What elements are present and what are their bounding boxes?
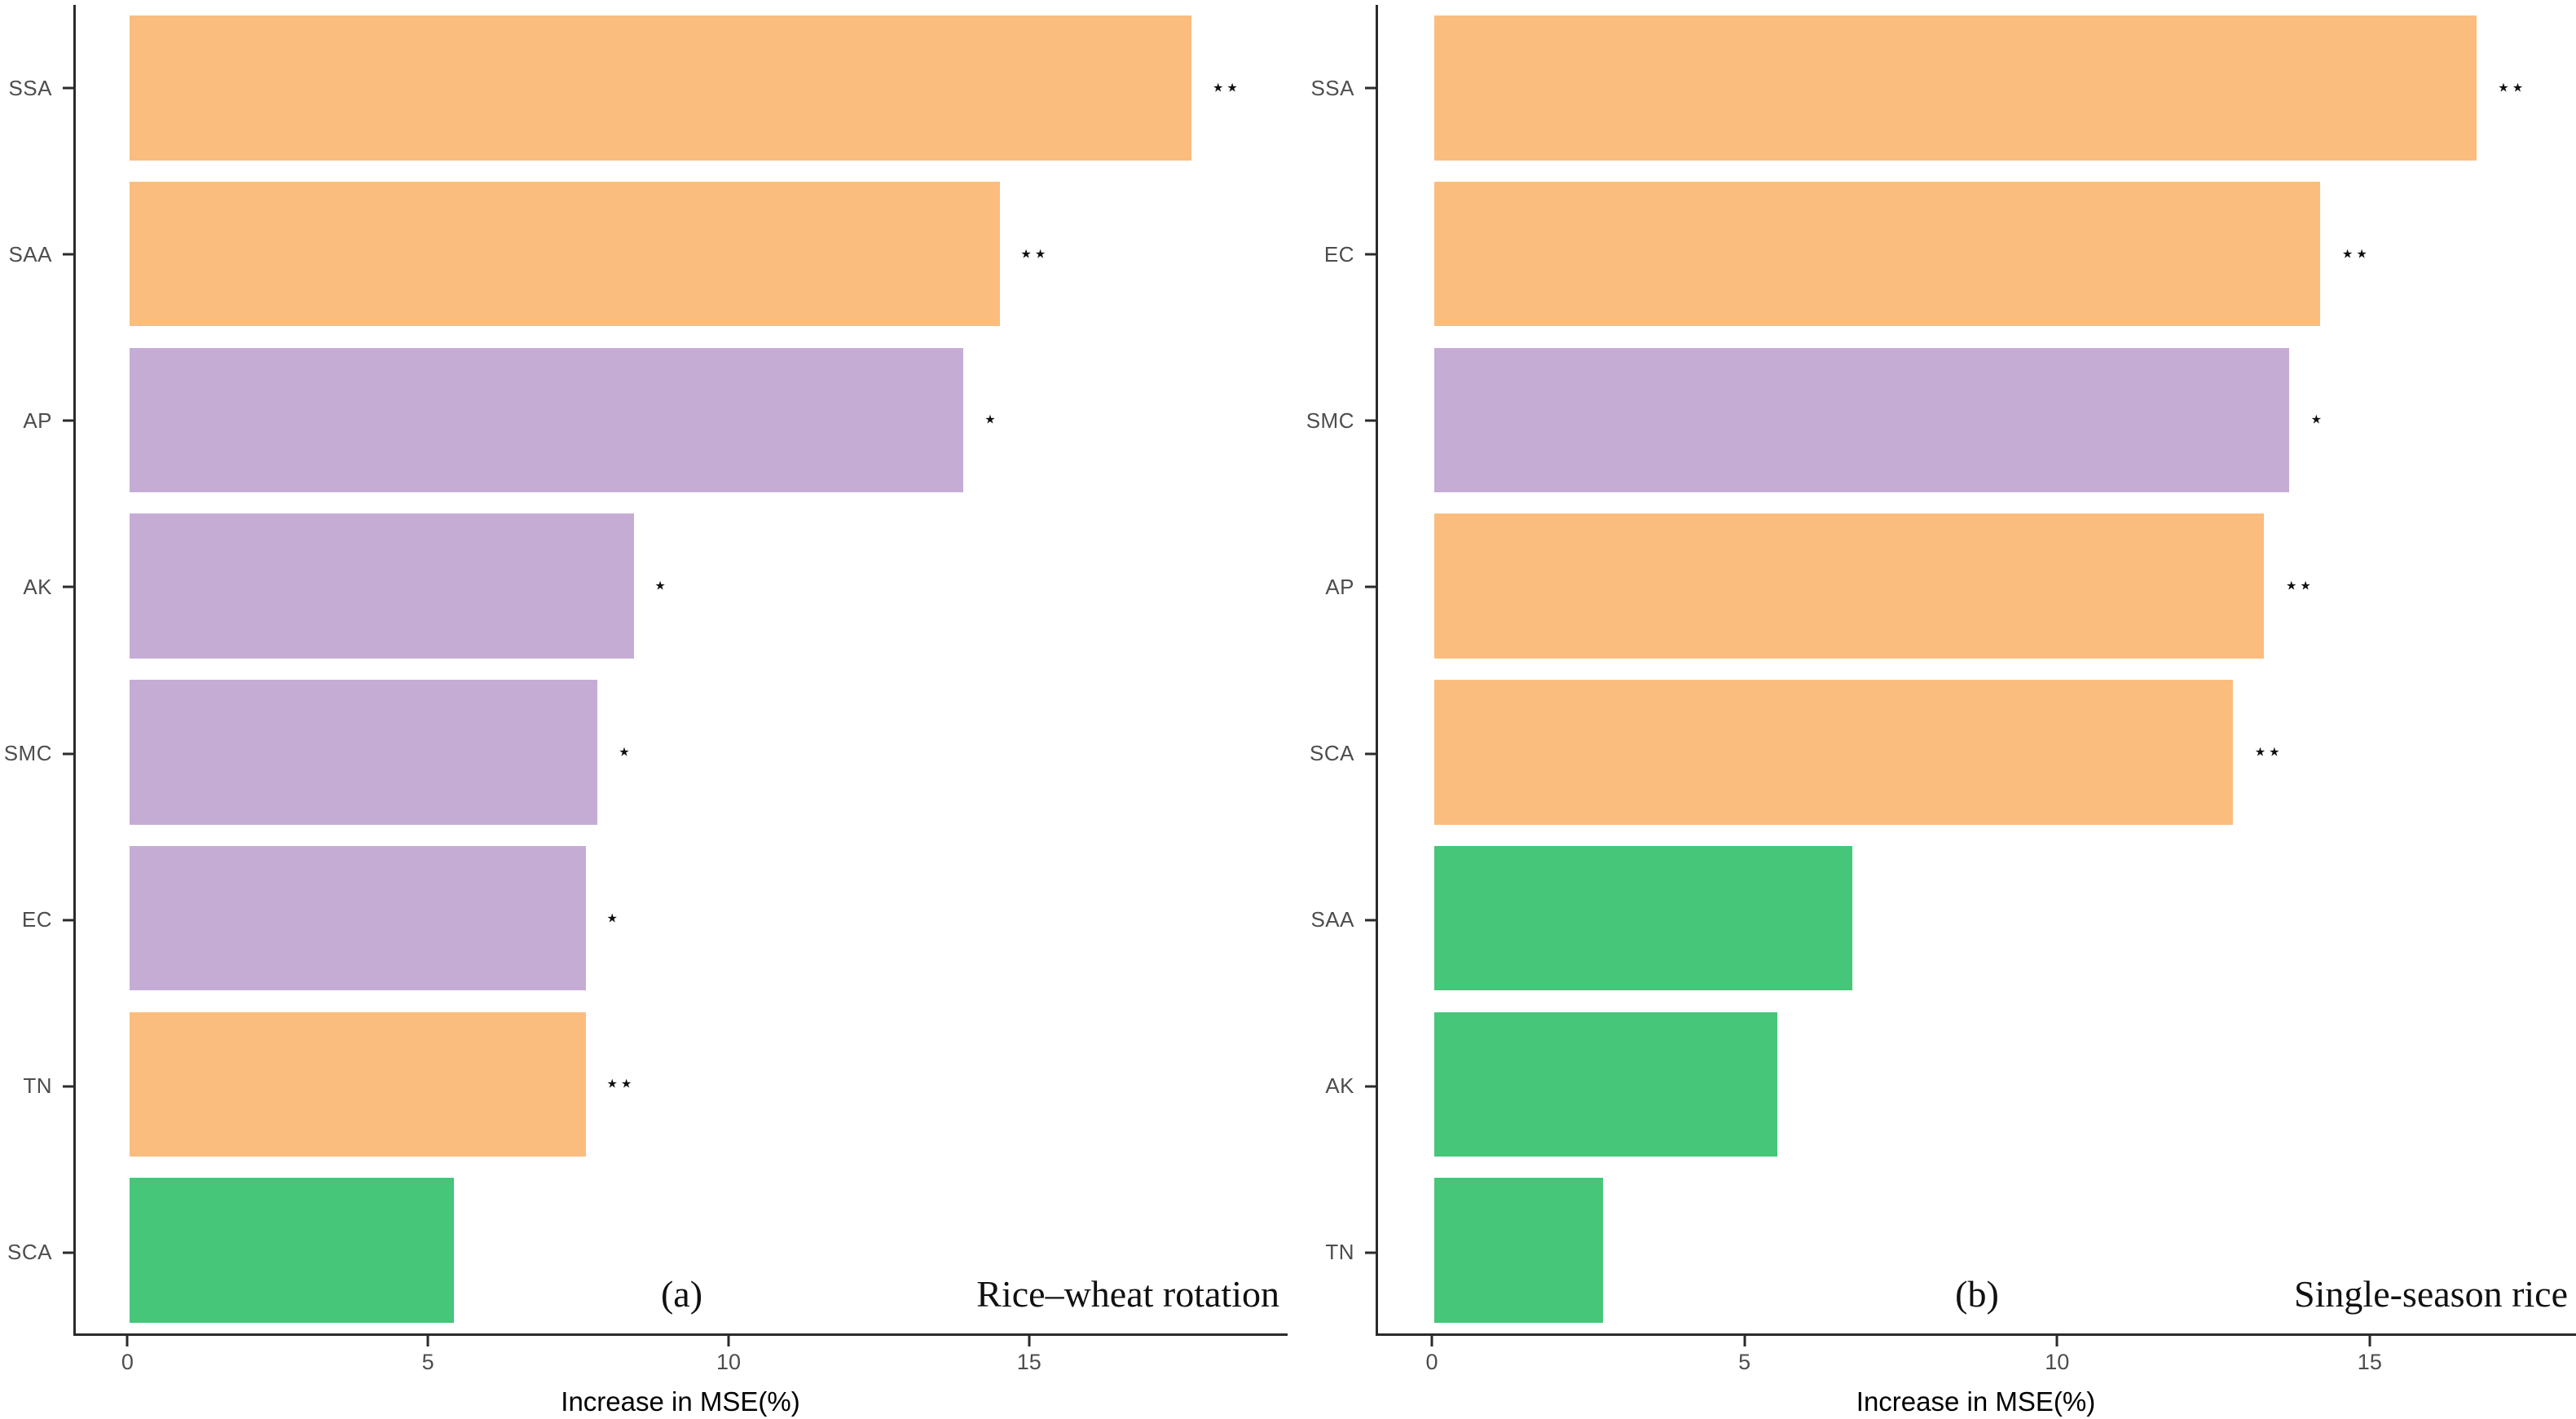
bar-row-saa [1378,835,2576,1002]
bar-row-tn [1378,1167,2576,1333]
y-axis-label-ssa: SSA [1288,5,1376,171]
bar-tn [130,1011,586,1157]
y-axis-label-saa: SAA [1288,837,1376,1003]
x-tick-label: 0 [1425,1350,1438,1374]
significance-stars: ★★ [2254,744,2283,760]
significance-stars: ★★ [606,1076,636,1091]
x-tick-mark [1430,1336,1433,1346]
bar-row-ak [1378,1002,2576,1168]
y-axis-label-tn: TN [1288,1170,1376,1336]
significance-stars: ★★ [2341,245,2371,261]
x-tick-mark [2055,1336,2059,1346]
bar-saa [130,181,1000,327]
x-axis-title: Increase in MSE(%) [561,1386,800,1417]
x-tick-mark [125,1336,129,1346]
x-tick-label: 5 [421,1350,434,1374]
bar-ap [130,347,964,493]
bar-row-ap: ★★ [1378,503,2576,669]
y-axis-label-ak: AK [1288,1003,1376,1170]
bar-row-saa: ★★ [76,171,1288,337]
x-axis: Increase in MSE(%) 0 5 10 15 [1376,1336,2576,1419]
x-tick-label: 15 [2357,1350,2382,1374]
x-tick-label: 0 [121,1350,134,1374]
bar-tn [1433,1178,1603,1323]
plot-area: ★★ ★★ ★ ★★ ★★ (b) Single-season rice [1376,5,2576,1336]
bar-ec [130,845,586,991]
y-axis-label-smc: SMC [0,671,73,837]
y-axis-label-ec: EC [1288,171,1376,337]
bar-sca [1433,680,2233,825]
bar-sca [130,1178,454,1323]
bar-row-smc: ★ [76,669,1288,835]
y-axis-label-smc: SMC [1288,337,1376,504]
bar-ak [130,513,634,659]
x-tick-label: 10 [2045,1350,2070,1374]
y-axis-label-sca: SCA [1288,671,1376,837]
y-axis-label-tn: TN [0,1003,73,1170]
bar-row-sca [76,1167,1288,1333]
bar-ssa [1433,15,2477,161]
y-axis-labels: SSA SAA AP AK SMC EC TN SCA [0,5,73,1336]
x-tick-mark [1743,1336,1746,1346]
x-axis-title: Increase in MSE(%) [1856,1386,2096,1417]
bar-smc [1433,347,2289,493]
x-tick-mark [426,1336,429,1346]
significance-stars: ★ [2310,412,2326,427]
bar-ssa [130,15,1192,161]
bar-row-ec: ★★ [1378,171,2576,337]
y-axis-label-ak: AK [0,504,73,670]
significance-stars: ★ [654,578,669,593]
panel-title: Rice–wheat rotation [976,1273,1279,1315]
panel-title: Single-season rice [2294,1273,2568,1315]
bar-smc [130,680,598,825]
x-tick-mark [1028,1336,1031,1346]
x-tick-label: 5 [1738,1350,1751,1374]
y-axis-labels: SSA EC SMC AP SCA SAA AK TN [1288,5,1376,1336]
bar-row-ssa: ★★ [76,5,1288,171]
y-axis-label-ap: AP [1288,504,1376,670]
bar-rows: ★★ ★★ ★ ★★ ★★ [1378,5,2576,1333]
x-tick-label: 15 [1016,1350,1041,1374]
bar-ec [1433,181,2321,327]
y-axis-label-ap: AP [0,337,73,504]
significance-stars: ★★ [1212,80,1241,95]
panel-rice-wheat-rotation: SSA SAA AP AK SMC EC TN SCA ★★ ★★ ★ ★ ★ ★ ★★ (a) Rice… [0,0,1288,1419]
panel-caption: (b) [1955,1273,1999,1315]
significance-stars: ★ [984,412,999,427]
x-tick-mark [727,1336,730,1346]
significance-stars: ★★ [2285,578,2314,593]
y-axis-label-ec: EC [0,837,73,1003]
bar-ap [1433,513,2265,659]
bar-row-tn: ★★ [76,1002,1288,1168]
bar-saa [1433,845,1852,991]
x-tick-mark [2368,1336,2371,1346]
bar-row-ssa: ★★ [1378,5,2576,171]
significance-stars: ★ [619,744,633,760]
y-axis-label-ssa: SSA [0,5,73,171]
significance-stars: ★ [606,910,621,925]
significance-stars: ★★ [2498,80,2527,95]
x-axis: Increase in MSE(%) 0 5 10 15 [73,1336,1288,1419]
bar-row-ap: ★ [76,337,1288,504]
bar-row-smc: ★ [1378,337,2576,504]
bar-row-sca: ★★ [1378,669,2576,835]
y-axis-label-sca: SCA [0,1170,73,1336]
bar-row-ec: ★ [76,835,1288,1002]
bar-row-ak: ★ [76,503,1288,669]
x-tick-label: 10 [716,1350,742,1374]
panel-single-season-rice: SSA EC SMC AP SCA SAA AK TN ★★ ★★ ★ ★★ ★★ (b) Singl… [1288,0,2576,1419]
panel-caption: (a) [660,1273,703,1315]
bar-rows: ★★ ★★ ★ ★ ★ ★ ★★ [76,5,1288,1333]
significance-stars: ★★ [1020,245,1050,261]
bar-ak [1433,1011,1777,1157]
plot-area: ★★ ★★ ★ ★ ★ ★ ★★ (a) Rice–wheat rotation [73,5,1288,1336]
y-axis-label-saa: SAA [0,171,73,337]
